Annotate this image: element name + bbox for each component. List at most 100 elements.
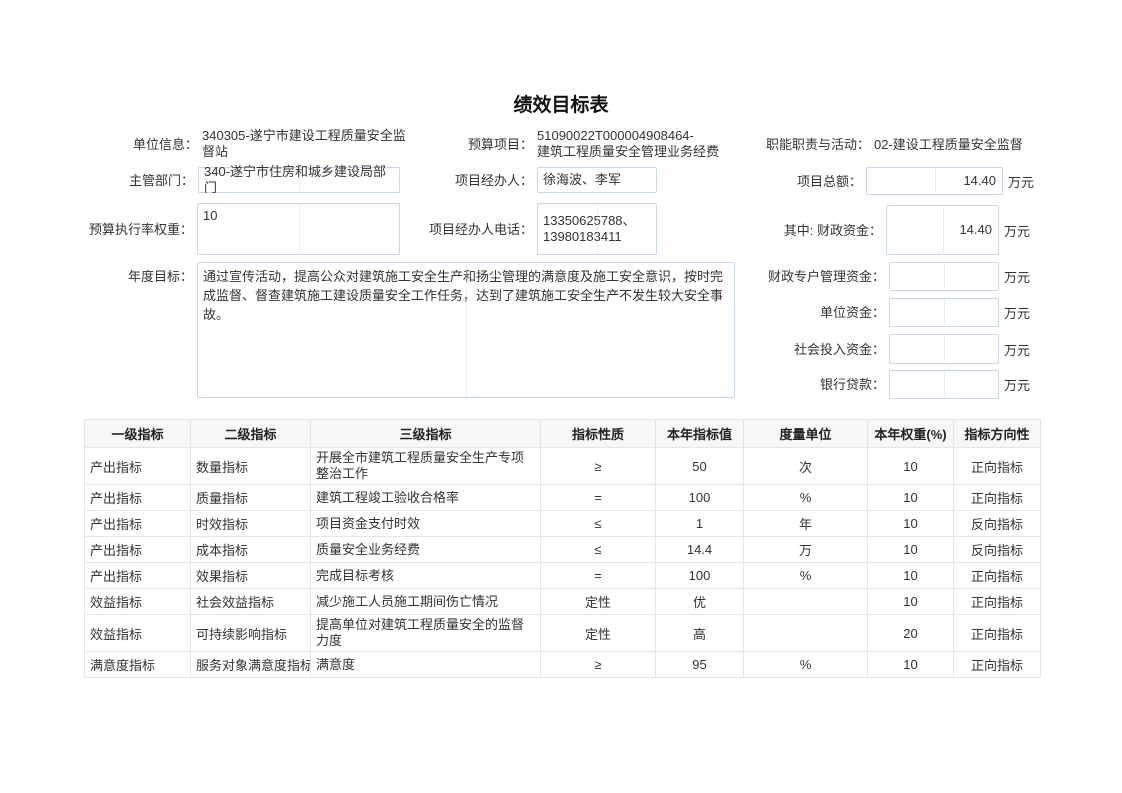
fiscal-fund-input[interactable]: 14.40 (886, 205, 999, 255)
total-amount-label: 项目总额： (796, 173, 862, 189)
bank-loan-label: 银行贷款： (819, 377, 885, 392)
table-cell: ≥ (540, 447, 656, 485)
unit-info-value: 340305-遂宁市建设工程质量安全监 督站 (202, 128, 406, 159)
table-cell: 正向指标 (953, 484, 1041, 511)
table-cell: 社会效益指标 (190, 588, 311, 615)
table-cell: 完成目标考核 (310, 562, 541, 589)
manager-input[interactable]: 徐海波、李军 (537, 167, 657, 193)
table-cell: 正向指标 (953, 588, 1041, 615)
table-cell: 产出指标 (84, 562, 191, 589)
table-cell: ≤ (540, 510, 656, 537)
table-cell: 高 (655, 614, 744, 652)
dept-field: 主管部门： 340-遂宁市住房和城乡建设局部门 (80, 164, 400, 195)
table-cell: 10 (867, 536, 954, 563)
table-row: 产出指标 成本指标 质量安全业务经费 ≤14.4 万 10 反向指标 (84, 536, 1041, 563)
total-amount-input[interactable]: 14.40 (866, 167, 1003, 195)
table-cell: 20 (867, 614, 954, 652)
table-cell: 14.4 (655, 536, 744, 563)
budget-project-value: 51090022T000004908464- 建筑工程质量安全管理业务经费 (537, 128, 720, 159)
table-cell: 正向指标 (953, 614, 1041, 652)
table-cell: ≥ (540, 651, 656, 678)
table-cell: 产出指标 (84, 536, 191, 563)
table-cell: 效果指标 (190, 562, 311, 589)
table-cell: 正向指标 (953, 447, 1041, 485)
special-fund-unit: 万元 (1004, 270, 1031, 285)
fiscal-fund-unit: 万元 (1004, 223, 1031, 239)
table-cell: 万 (743, 536, 868, 563)
social-fund-input[interactable] (889, 334, 999, 364)
table-cell: 时效指标 (190, 510, 311, 537)
table-cell: 95 (655, 651, 744, 678)
table-cell: 质量安全业务经费 (310, 536, 541, 563)
social-fund-field: 社会投入资金： 万元 (740, 334, 1030, 364)
dept-label: 主管部门： (128, 172, 194, 188)
table-row: 产出指标 质量指标 建筑工程竣工验收合格率 = 100% 10 正向指标 (84, 484, 1041, 511)
total-amount-field: 项目总额： 14.40 万元 (740, 167, 1034, 195)
annual-goal-field: 年度目标： 通过宣传活动，提高公众对建筑施工安全生产和扬尘管理的满意度及施工安全… (80, 262, 735, 398)
table-cell: 定性 (540, 588, 656, 615)
table-cell (743, 588, 868, 615)
budget-project-label: 预算项目： (467, 136, 533, 152)
table-cell: 10 (867, 484, 954, 511)
duty-activity-label: 职能职责与活动： (765, 137, 870, 152)
unit-fund-label: 单位资金： (819, 305, 885, 320)
table-cell: 10 (867, 588, 954, 615)
table-row: 产出指标 数量指标 开展全市建筑工程质量安全生产专项整治工作 ≥50 次 10 正向指标 (84, 447, 1041, 485)
table-cell: 开展全市建筑工程质量安全生产专项整治工作 (310, 447, 541, 485)
exec-weight-label: 预算执行率权重： (88, 221, 193, 237)
bank-loan-input[interactable] (889, 370, 999, 399)
dept-input[interactable]: 340-遂宁市住房和城乡建设局部门 (198, 164, 400, 195)
table-row: 满意度指标 服务对象满意度指标 满意度 ≥95% 10 正向指标 (84, 651, 1041, 678)
fiscal-fund-field: 其中: 财政资金： 14.40 万元 (740, 205, 1030, 255)
table-row: 效益指标 可持续影响指标 提高单位对建筑工程质量安全的监督力度 定性高 20 正向指标 (84, 614, 1041, 652)
manager-field: 项目经办人： 徐海波、李军 (420, 167, 657, 193)
table-cell: 10 (867, 562, 954, 589)
table-cell: 效益指标 (84, 588, 191, 615)
table-cell: 数量指标 (190, 447, 311, 485)
table-cell: % (743, 651, 868, 678)
table-row: 产出指标 时效指标 项目资金支付时效 ≤1 年 10 反向指标 (84, 510, 1041, 537)
social-fund-label: 社会投入资金： (793, 341, 885, 357)
page-title: 绩效目标表 (513, 95, 609, 116)
annual-goal-input[interactable]: 通过宣传活动，提高公众对建筑施工安全生产和扬尘管理的满意度及施工安全意识，按时完… (197, 262, 735, 398)
table-cell: 50 (655, 447, 744, 485)
table-cell: 提高单位对建筑工程质量安全的监督力度 (310, 614, 541, 652)
table-cell: = (540, 484, 656, 511)
table-cell: 满意度指标 (84, 651, 191, 678)
exec-weight-input[interactable]: 10 (197, 203, 400, 255)
table-cell: 减少施工人员施工期间伤亡情况 (310, 588, 541, 615)
table-cell (743, 614, 868, 652)
table-cell: 成本指标 (190, 536, 311, 563)
table-cell: 产出指标 (84, 447, 191, 485)
bank-loan-field: 银行贷款： 万元 (740, 370, 1030, 399)
table-cell: 建筑工程竣工验收合格率 (310, 484, 541, 511)
phone-field: 项目经办人电话： 13350625788、 13980183411 (420, 203, 657, 255)
table-cell: 服务对象满意度指标 (190, 651, 311, 678)
duty-activity-field: 职能职责与活动： 02-建设工程质量安全监督 (740, 136, 1023, 153)
table-cell: 正向指标 (953, 562, 1041, 589)
manager-label: 项目经办人： (454, 172, 533, 188)
table-cell: 10 (867, 651, 954, 678)
indicator-table: 一级指标 二级指标 三级指标 指标性质 本年指标值 度量单位 本年权重(%) 指… (84, 419, 1041, 678)
col-header-target-value: 本年指标值 (655, 419, 744, 448)
table-cell: 100 (655, 562, 744, 589)
col-header-level3: 三级指标 (310, 419, 541, 448)
phone-input[interactable]: 13350625788、 13980183411 (537, 203, 657, 255)
special-fund-label: 财政专户管理资金： (767, 269, 885, 284)
table-cell: 优 (655, 588, 744, 615)
col-header-direction: 指标方向性 (953, 419, 1041, 448)
unit-fund-input[interactable] (889, 298, 999, 327)
unit-fund-unit: 万元 (1004, 306, 1031, 321)
unit-info-field: 单位信息： 340305-遂宁市建设工程质量安全监 督站 (80, 128, 406, 160)
table-cell: % (743, 562, 868, 589)
phone-label: 项目经办人电话： (428, 221, 533, 237)
table-cell: 质量指标 (190, 484, 311, 511)
bank-loan-unit: 万元 (1004, 378, 1031, 393)
table-cell: 10 (867, 510, 954, 537)
table-cell: ≤ (540, 536, 656, 563)
special-fund-input[interactable] (889, 262, 999, 291)
table-cell: 效益指标 (84, 614, 191, 652)
unit-fund-field: 单位资金： 万元 (740, 298, 1030, 327)
table-cell: 定性 (540, 614, 656, 652)
indicator-table-body: 产出指标 数量指标 开展全市建筑工程质量安全生产专项整治工作 ≥50 次 10 正向指标 产出… (84, 447, 1041, 678)
